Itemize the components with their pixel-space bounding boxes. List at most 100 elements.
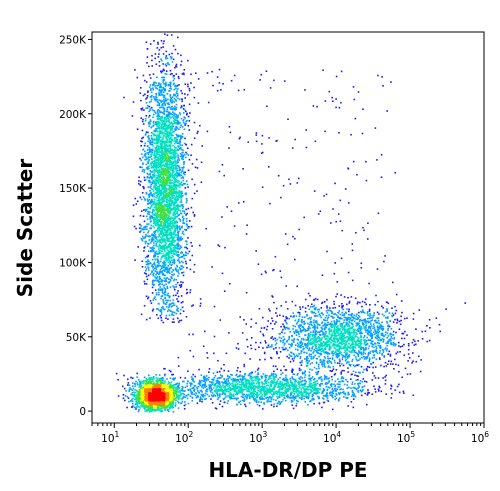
event-point [151, 131, 153, 134]
event-point [175, 92, 178, 94]
event-point [159, 315, 162, 317]
event-point [185, 316, 188, 318]
event-point [320, 353, 323, 356]
event-point [389, 320, 391, 322]
event-point [385, 393, 387, 395]
event-point [173, 224, 175, 227]
event-point [335, 295, 337, 298]
event-point [173, 75, 175, 77]
event-point [162, 46, 164, 48]
event-point [355, 365, 357, 367]
event-point [340, 70, 343, 73]
event-point [380, 176, 383, 178]
event-point [149, 227, 151, 230]
event-point [172, 125, 174, 128]
event-point [276, 382, 279, 384]
event-point [324, 100, 327, 102]
event-point [192, 304, 194, 306]
event-point [331, 100, 334, 103]
event-point [288, 335, 290, 338]
event-point [292, 395, 295, 398]
event-point [354, 387, 356, 390]
event-point [275, 376, 278, 378]
event-point [160, 377, 163, 380]
event-point [139, 92, 142, 94]
event-point [291, 358, 294, 360]
event-point [149, 273, 152, 275]
event-point [390, 339, 392, 342]
event-point [154, 267, 156, 270]
event-point [152, 73, 155, 75]
event-point [221, 216, 223, 218]
event-point [353, 394, 356, 397]
event-point [168, 113, 171, 116]
event-point [336, 348, 338, 351]
event-point [343, 351, 346, 354]
event-point [176, 244, 179, 246]
event-point [296, 182, 299, 184]
event-point [248, 393, 250, 396]
event-point [143, 272, 146, 274]
event-point [331, 378, 333, 381]
event-point [169, 84, 171, 87]
event-point [227, 400, 229, 402]
event-point [351, 319, 354, 321]
event-point [161, 254, 164, 257]
event-point [329, 394, 332, 397]
event-point [164, 374, 166, 377]
event-point [310, 400, 312, 402]
event-point [157, 279, 159, 282]
event-point [333, 313, 335, 316]
event-point [173, 287, 175, 289]
event-point [153, 283, 156, 286]
event-point [309, 363, 312, 365]
event-point [184, 173, 186, 176]
event-point [380, 334, 383, 336]
event-point [164, 264, 166, 267]
event-point [182, 395, 185, 398]
event-point [153, 261, 156, 264]
event-point [277, 378, 280, 381]
event-point [154, 57, 156, 60]
event-point [318, 377, 320, 380]
event-point [389, 338, 391, 340]
event-point [369, 312, 371, 315]
event-point [205, 379, 208, 382]
event-point [322, 388, 325, 390]
event-point [335, 369, 338, 371]
event-point [159, 286, 161, 288]
event-point [373, 327, 376, 329]
event-point [161, 256, 163, 259]
event-point [197, 394, 199, 397]
event-point [175, 234, 178, 236]
event-point [263, 403, 265, 405]
event-point [250, 347, 253, 350]
event-point [242, 396, 244, 398]
event-point [184, 192, 187, 195]
event-point [358, 386, 360, 388]
event-point [329, 325, 332, 328]
event-point [171, 138, 173, 141]
event-point [297, 372, 299, 375]
event-point [163, 291, 166, 294]
event-point [163, 367, 165, 370]
event-point [350, 387, 352, 389]
event-point [365, 303, 367, 306]
event-point [333, 359, 336, 362]
event-point [306, 356, 308, 359]
event-point [257, 373, 260, 375]
event-point [165, 57, 167, 60]
event-point [235, 381, 237, 383]
event-point [398, 328, 401, 330]
event-point [174, 113, 177, 115]
event-point [386, 320, 388, 323]
event-point [321, 345, 324, 348]
event-point [186, 247, 189, 250]
event-point [165, 50, 168, 53]
event-point [200, 381, 202, 384]
event-point [159, 116, 162, 118]
event-point [247, 141, 250, 143]
event-point [375, 337, 377, 340]
event-point [152, 225, 154, 227]
event-point [273, 370, 275, 373]
